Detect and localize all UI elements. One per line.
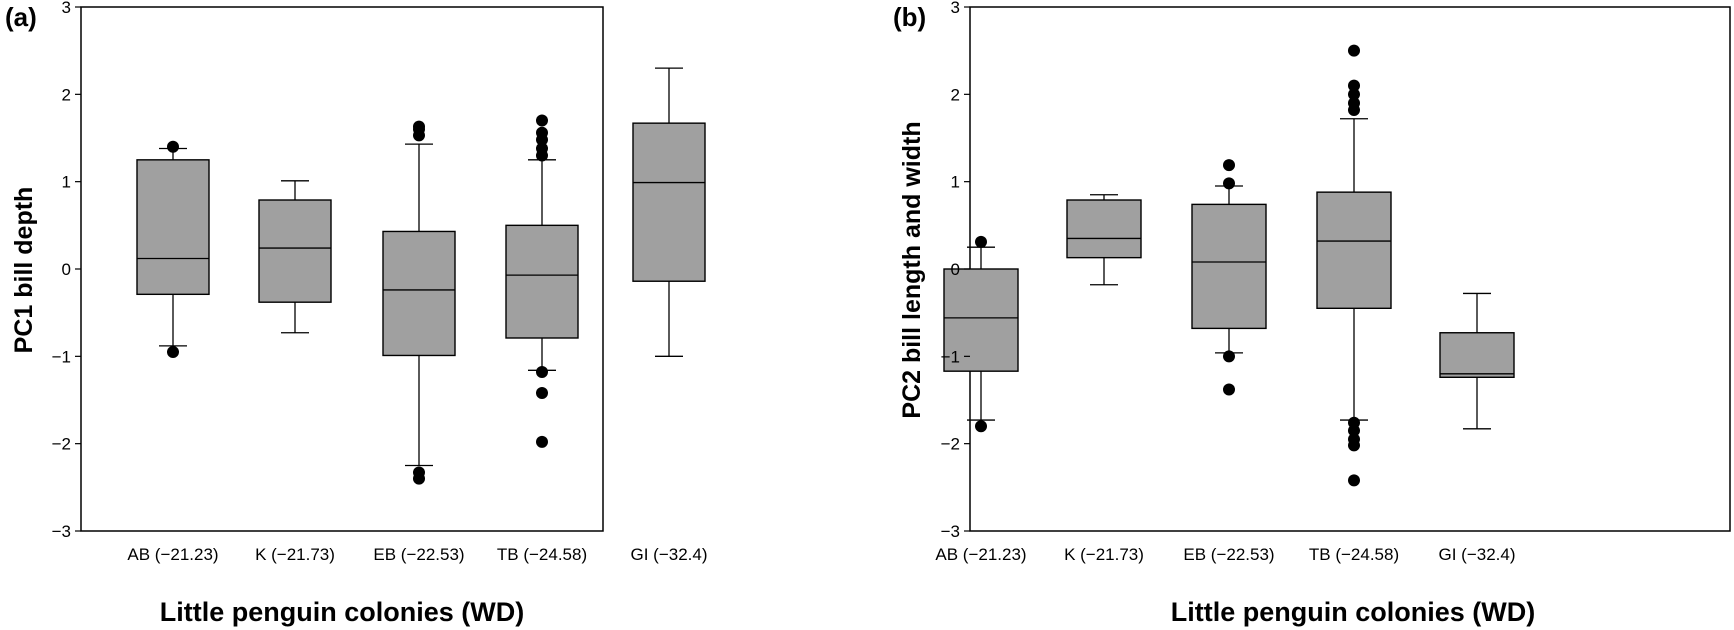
y-tick-label: −3: [941, 522, 960, 541]
outlier-point: [1348, 474, 1360, 487]
outlier-point: [1348, 88, 1360, 101]
x-tick-label: AB (−21.23): [935, 545, 1026, 564]
outlier-point: [1223, 159, 1235, 172]
outlier-point: [536, 435, 548, 448]
x-tick-label: EB (−22.53): [373, 545, 464, 564]
outlier-point: [413, 472, 425, 485]
outlier-point: [536, 366, 548, 379]
x-tick-label: GI (−32.4): [1438, 545, 1515, 564]
x-tick-label: AB (−21.23): [127, 545, 218, 564]
y-tick-label: −1: [52, 347, 71, 366]
x-tick-label: GI (−32.4): [630, 545, 707, 564]
panel-a-x-axis-title: Little penguin colonies (WD): [160, 597, 524, 627]
outlier-point: [1348, 424, 1360, 437]
y-tick-label: −2: [52, 435, 71, 454]
panel-a-y-ticks: 3 2 1 0 −1 −2 −3: [52, 0, 81, 541]
box: [632, 122, 706, 282]
outlier-point: [1348, 79, 1360, 92]
panel-b-marks: [943, 44, 1515, 487]
x-tick-label: TB (−24.58): [497, 545, 587, 564]
box: [943, 268, 1019, 372]
y-tick-label: −1: [941, 347, 960, 366]
panel-b-y-axis-title: PC2 bill length and width: [898, 121, 926, 418]
outlier-point: [975, 420, 987, 433]
y-tick-label: 0: [951, 260, 960, 279]
box: [505, 224, 579, 339]
panel-a-x-ticks: AB (−21.23) K (−21.73) EB (−22.53) TB (−24.…: [127, 545, 707, 564]
x-tick-label: K (−21.73): [255, 545, 335, 564]
box: [258, 199, 332, 303]
panel-b-x-axis-title: Little penguin colonies (WD): [1171, 597, 1535, 627]
outlier-point: [1223, 350, 1235, 363]
box: [382, 230, 456, 357]
panel-b-y-ticks: 3 2 1 0 −1 −2 −3: [941, 0, 970, 541]
y-tick-label: 1: [62, 173, 71, 192]
x-tick-label: TB (−24.58): [1309, 545, 1399, 564]
y-tick-label: −2: [941, 435, 960, 454]
box: [1439, 332, 1515, 378]
panel-a-y-axis-title: PC1 bill depth: [10, 187, 38, 354]
panel-b-x-ticks: AB (−21.23) K (−21.73) EB (−22.53) TB (−24.…: [935, 545, 1515, 564]
x-tick-label: K (−21.73): [1064, 545, 1144, 564]
y-tick-label: 3: [951, 0, 960, 17]
box: [1191, 203, 1267, 330]
outlier-point: [1348, 97, 1360, 110]
outlier-point: [1223, 177, 1235, 190]
box: [136, 159, 210, 296]
y-tick-label: 0: [62, 260, 71, 279]
outlier-point: [1223, 383, 1235, 396]
outlier-point: [536, 142, 548, 155]
outlier-point: [167, 140, 179, 153]
x-tick-label: EB (−22.53): [1183, 545, 1274, 564]
panel-a: (a) PC1 bill depth Little penguin coloni…: [5, 0, 708, 627]
outlier-point: [536, 387, 548, 400]
y-tick-label: 1: [951, 173, 960, 192]
panel-a-label: (a): [5, 2, 37, 32]
y-tick-label: −3: [52, 522, 71, 541]
outlier-point: [167, 345, 179, 358]
outlier-point: [1348, 439, 1360, 452]
y-tick-label: 3: [62, 0, 71, 17]
panel-a-marks: [136, 67, 706, 485]
outlier-point: [536, 114, 548, 127]
outlier-point: [1348, 44, 1360, 57]
outlier-point: [413, 120, 425, 133]
y-tick-label: 2: [951, 85, 960, 104]
panel-b: (b) PC2 bill length and width Little pen…: [893, 0, 1731, 627]
outlier-point: [975, 235, 987, 248]
y-tick-label: 2: [62, 85, 71, 104]
panel-b-label: (b): [893, 2, 926, 32]
box: [1316, 191, 1392, 310]
outlier-point: [536, 126, 548, 139]
box: [1066, 199, 1142, 259]
